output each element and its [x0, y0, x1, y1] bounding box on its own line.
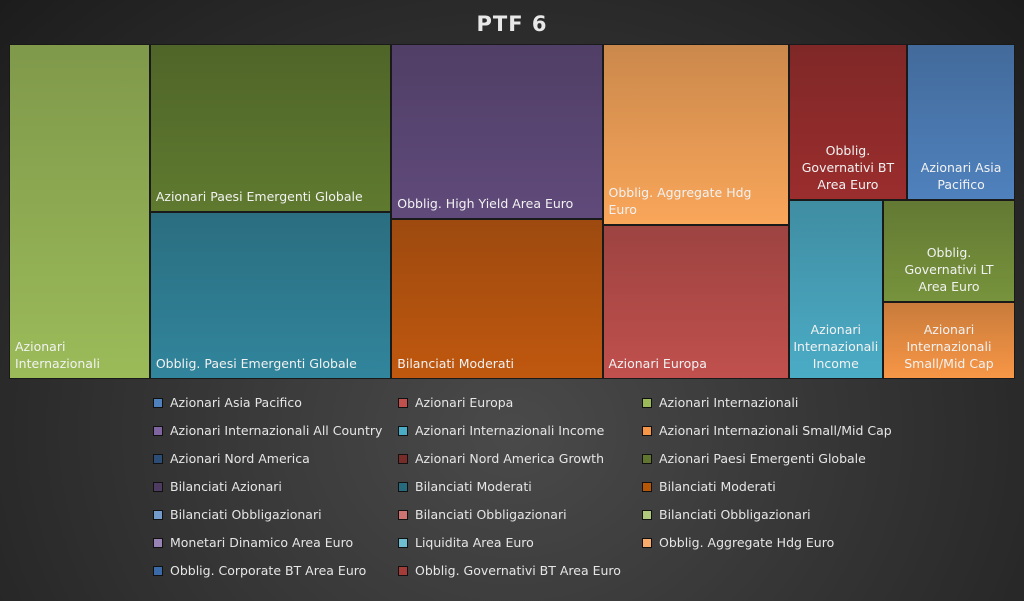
- legend-label: Monetari Dinamico Area Euro: [170, 535, 354, 550]
- legend-item: Bilanciati Moderati: [398, 479, 532, 494]
- legend-item: Azionari Internazionali All Country: [153, 423, 382, 438]
- legend-label: Azionari Internazionali Income: [415, 423, 605, 438]
- legend-label: Obblig. Aggregate Hdg Euro: [659, 535, 835, 550]
- legend-item: Azionari Europa: [398, 395, 513, 410]
- legend-item: Bilanciati Obbligazionari: [153, 507, 322, 522]
- legend-swatch: [398, 565, 408, 576]
- legend-item: Obblig. Governativi BT Area Euro: [398, 563, 621, 578]
- treemap-cell[interactable]: Azionari Internazionali: [9, 44, 150, 379]
- legend-swatch: [398, 537, 408, 548]
- legend-label: Azionari Internazionali All Country: [170, 423, 383, 438]
- legend-item: Monetari Dinamico Area Euro: [153, 535, 353, 550]
- treemap-cell[interactable]: Azionari Asia Pacifico: [907, 44, 1015, 201]
- legend-item: Azionari Nord America: [153, 451, 310, 466]
- treemap-cell-label: Azionari Internazionali: [15, 339, 100, 371]
- treemap-cell[interactable]: Azionari Internazionali Income: [788, 200, 883, 379]
- chart-title: PTF 6: [476, 12, 548, 36]
- legend-swatch: [153, 509, 163, 520]
- treemap-cell-label: Obblig. Aggregate Hdg Euro: [608, 185, 752, 218]
- legend-swatch: [153, 481, 163, 492]
- legend-swatch: [398, 425, 408, 436]
- legend-label: Bilanciati Obbligazionari: [415, 507, 567, 522]
- treemap-cell[interactable]: Obblig. Paesi Emergenti Globale: [149, 211, 392, 379]
- legend-label: Bilanciati Moderati: [415, 479, 532, 494]
- treemap-cell-label: Obblig. Governativi BT Area Euro: [801, 143, 895, 193]
- treemap-cell[interactable]: Azionari Paesi Emergenti Globale: [149, 44, 392, 212]
- legend-label: Azionari Nord America Growth: [415, 451, 605, 466]
- legend-item: Obblig. Corporate BT Area Euro: [153, 563, 366, 578]
- legend-label: Liquidita Area Euro: [415, 535, 534, 550]
- legend-swatch: [398, 397, 408, 408]
- treemap-cell[interactable]: Bilanciati Moderati: [391, 219, 603, 379]
- legend-label: Obblig. Governativi BT Area Euro: [415, 563, 621, 578]
- legend-swatch: [642, 509, 652, 520]
- legend-item: Bilanciati Obbligazionari: [642, 507, 811, 522]
- legend-label: Azionari Paesi Emergenti Globale: [659, 451, 866, 466]
- legend-item: Obblig. Aggregate Hdg Euro: [642, 535, 834, 550]
- legend-label: Bilanciati Obbligazionari: [659, 507, 811, 522]
- legend-item: Bilanciati Obbligazionari: [398, 507, 567, 522]
- legend-swatch: [153, 565, 163, 576]
- treemap-cell[interactable]: Obblig. Aggregate Hdg Euro: [602, 44, 789, 226]
- treemap-cell[interactable]: Obblig. Governativi LT Area Euro: [882, 200, 1015, 303]
- legend-item: Bilanciati Moderati: [642, 479, 776, 494]
- treemap-cell-label: Azionari Asia Pacifico: [920, 160, 1002, 193]
- legend-swatch: [642, 425, 652, 436]
- treemap-cell-label: Azionari Europa: [608, 355, 707, 371]
- legend-item: Liquidita Area Euro: [398, 535, 534, 550]
- treemap-cell[interactable]: Obblig. High Yield Area Euro: [391, 44, 603, 220]
- legend-label: Azionari Internazionali Small/Mid Cap: [659, 423, 892, 438]
- legend-swatch: [153, 537, 163, 548]
- treemap-cell[interactable]: Obblig. Governativi BT Area Euro: [788, 44, 908, 201]
- treemap-cell-label: Bilanciati Moderati: [397, 355, 514, 371]
- treemap-plot-area: Azionari Internazionali Azionari Paesi Em…: [9, 44, 1015, 379]
- legend-swatch: [642, 481, 652, 492]
- legend-item: Azionari Internazionali: [642, 395, 798, 410]
- legend-swatch: [153, 425, 163, 436]
- legend-swatch: [153, 397, 163, 408]
- treemap-cell-label: Azionari Internazionali Income: [793, 321, 879, 371]
- legend-swatch: [642, 453, 652, 464]
- legend-label: Azionari Asia Pacifico: [170, 395, 302, 410]
- legend-label: Bilanciati Obbligazionari: [170, 507, 322, 522]
- legend-label: Bilanciati Azionari: [170, 479, 282, 494]
- legend-item: Azionari Asia Pacifico: [153, 395, 302, 410]
- legend-swatch: [398, 509, 408, 520]
- treemap-cell-label: Obblig. Paesi Emergenti Globale: [155, 356, 357, 371]
- treemap-cell-label: Azionari Paesi Emergenti Globale: [155, 188, 363, 204]
- legend-swatch: [153, 453, 163, 464]
- legend-label: Obblig. Corporate BT Area Euro: [170, 563, 367, 578]
- legend-label: Azionari Internazionali: [659, 395, 799, 410]
- legend-swatch: [398, 453, 408, 464]
- legend-label: Azionari Europa: [415, 395, 514, 410]
- legend-item: Azionari Nord America Growth: [398, 451, 604, 466]
- legend-swatch: [398, 481, 408, 492]
- legend-label: Azionari Nord America: [170, 451, 310, 466]
- legend-item: Azionari Internazionali Small/Mid Cap: [642, 423, 892, 438]
- legend-label: Bilanciati Moderati: [659, 479, 776, 494]
- treemap-cell[interactable]: Azionari Europa: [602, 225, 789, 379]
- legend-item: Azionari Internazionali Income: [398, 423, 604, 438]
- treemap-cell-label: Azionari Internazionali Small/Mid Cap: [904, 321, 994, 371]
- treemap-cell-label: Obblig. Governativi LT Area Euro: [904, 245, 994, 295]
- legend-swatch: [642, 537, 652, 548]
- treemap-cell[interactable]: Azionari Internazionali Small/Mid Cap: [882, 302, 1015, 379]
- legend-swatch: [642, 397, 652, 408]
- legend-item: Azionari Paesi Emergenti Globale: [642, 451, 866, 466]
- legend-item: Bilanciati Azionari: [153, 479, 282, 494]
- treemap-cell-label: Obblig. High Yield Area Euro: [397, 196, 574, 212]
